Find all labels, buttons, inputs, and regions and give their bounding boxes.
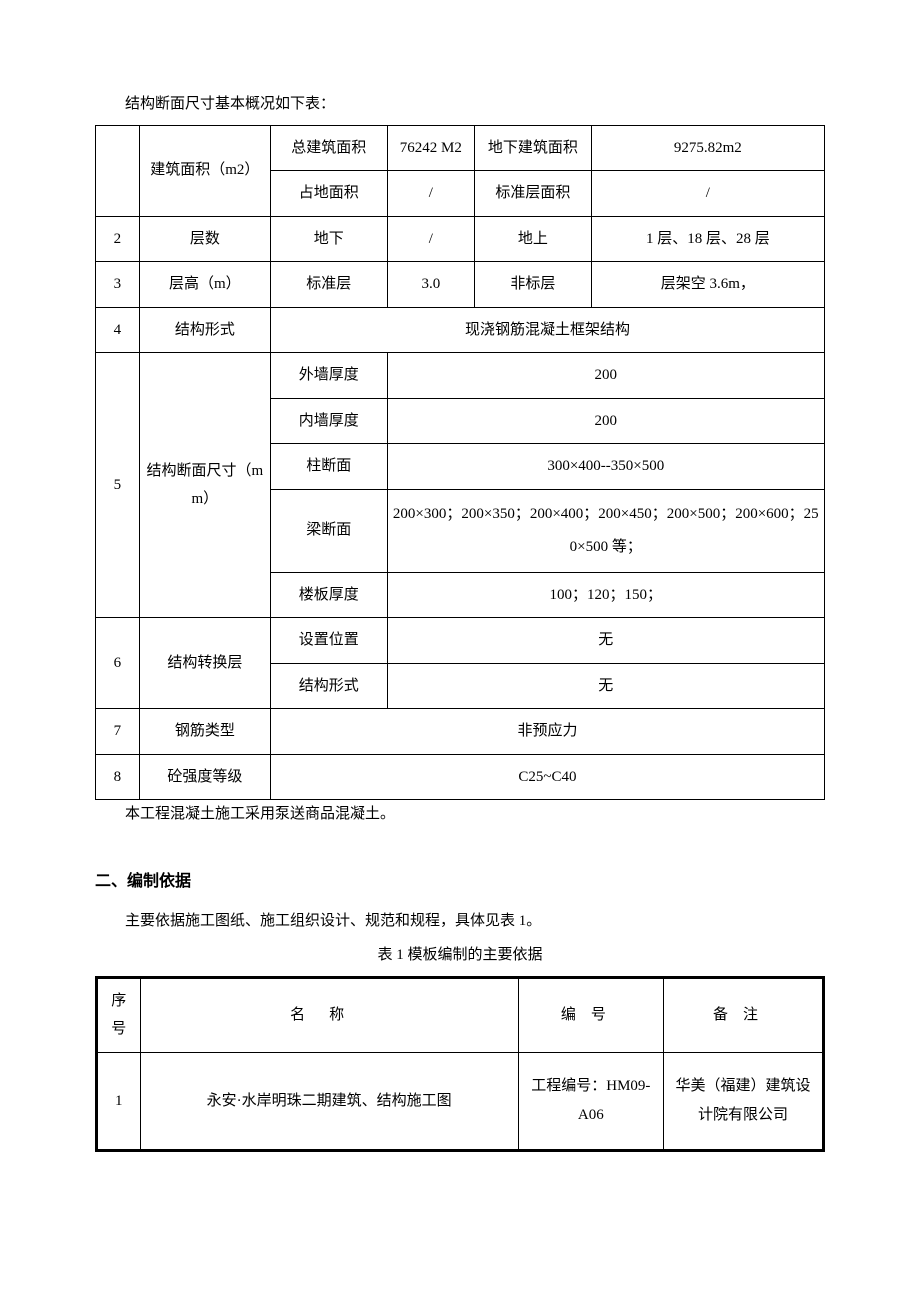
cell: 地下 xyxy=(270,216,387,262)
table-row: 建筑面积（m2） 总建筑面积 76242 M2 地下建筑面积 9275.82m2 xyxy=(96,125,825,171)
table-row: 3 层高（m） 标准层 3.0 非标层 层架空 3.6m， xyxy=(96,262,825,308)
cell: 柱断面 xyxy=(270,444,387,490)
table-row: 8 砼强度等级 C25~C40 xyxy=(96,754,825,800)
cell: 工程编号：HM09-A06 xyxy=(518,1052,663,1150)
table-2-caption: 表 1 模板编制的主要依据 xyxy=(95,941,825,970)
cell: 华美（福建）建筑设计院有限公司 xyxy=(664,1052,824,1150)
cell: 200 xyxy=(387,353,824,399)
cell: 非预应力 xyxy=(270,709,824,755)
cell: 总建筑面积 xyxy=(270,125,387,171)
cell: 设置位置 xyxy=(270,618,387,664)
cell: 标准层面积 xyxy=(475,171,592,217)
cell-idx: 4 xyxy=(96,307,140,353)
cell: 标准层 xyxy=(270,262,387,308)
table-row: 5 结构断面尺寸（mm） 外墙厚度 200 xyxy=(96,353,825,399)
cell-label: 结构形式 xyxy=(139,307,270,353)
cell-label: 砼强度等级 xyxy=(139,754,270,800)
cell: 结构形式 xyxy=(270,663,387,709)
cell-idx: 2 xyxy=(96,216,140,262)
cell: 层架空 3.6m， xyxy=(591,262,824,308)
table-row: 4 结构形式 现浇钢筋混凝土框架结构 xyxy=(96,307,825,353)
cell-idx: 7 xyxy=(96,709,140,755)
cell: 占地面积 xyxy=(270,171,387,217)
cell-label: 层数 xyxy=(139,216,270,262)
cell: 76242 M2 xyxy=(387,125,474,171)
cell-label: 结构转换层 xyxy=(139,618,270,709)
table-row: 2 层数 地下 / 地上 1 层、18 层、28 层 xyxy=(96,216,825,262)
cell: 无 xyxy=(387,663,824,709)
section-2-body: 主要依据施工图纸、施工组织设计、规范和规程，具体见表 1。 xyxy=(95,907,825,936)
cell: 200×300；200×350；200×400；200×450；200×500；… xyxy=(387,489,824,572)
cell: 200 xyxy=(387,398,824,444)
table-row: 1 永安·水岸明珠二期建筑、结构施工图 工程编号：HM09-A06 华美（福建）… xyxy=(97,1052,824,1150)
cell-label: 层高（m） xyxy=(139,262,270,308)
basis-table: 序号 名称 编号 备注 1 永安·水岸明珠二期建筑、结构施工图 工程编号：HM0… xyxy=(95,976,825,1152)
col-header: 序号 xyxy=(97,977,141,1052)
cell: 现浇钢筋混凝土框架结构 xyxy=(270,307,824,353)
cell: 1 层、18 层、28 层 xyxy=(591,216,824,262)
section-2-heading: 二、编制依据 xyxy=(95,867,825,897)
cell: 地上 xyxy=(475,216,592,262)
cell: C25~C40 xyxy=(270,754,824,800)
cell: 100；120；150； xyxy=(387,572,824,618)
table-row: 7 钢筋类型 非预应力 xyxy=(96,709,825,755)
col-header: 编号 xyxy=(518,977,663,1052)
cell: 地下建筑面积 xyxy=(475,125,592,171)
cell: 非标层 xyxy=(475,262,592,308)
structure-summary-table: 建筑面积（m2） 总建筑面积 76242 M2 地下建筑面积 9275.82m2… xyxy=(95,125,825,801)
cell-idx xyxy=(96,125,140,216)
cell-label: 结构断面尺寸（mm） xyxy=(139,353,270,618)
cell: / xyxy=(387,216,474,262)
cell: 无 xyxy=(387,618,824,664)
cell-idx: 5 xyxy=(96,353,140,618)
cell-idx: 3 xyxy=(96,262,140,308)
col-header: 名称 xyxy=(140,977,518,1052)
cell: 9275.82m2 xyxy=(591,125,824,171)
cell: 外墙厚度 xyxy=(270,353,387,399)
after-table-text: 本工程混凝土施工采用泵送商品混凝土。 xyxy=(95,800,825,829)
cell-label: 钢筋类型 xyxy=(139,709,270,755)
intro-text: 结构断面尺寸基本概况如下表： xyxy=(95,90,825,119)
table-row: 6 结构转换层 设置位置 无 xyxy=(96,618,825,664)
cell: / xyxy=(387,171,474,217)
cell-label: 建筑面积（m2） xyxy=(139,125,270,216)
cell-idx: 6 xyxy=(96,618,140,709)
cell: 楼板厚度 xyxy=(270,572,387,618)
col-header: 备注 xyxy=(664,977,824,1052)
cell: 内墙厚度 xyxy=(270,398,387,444)
cell: 3.0 xyxy=(387,262,474,308)
cell: 300×400--350×500 xyxy=(387,444,824,490)
cell-idx: 8 xyxy=(96,754,140,800)
cell: 永安·水岸明珠二期建筑、结构施工图 xyxy=(140,1052,518,1150)
cell: / xyxy=(591,171,824,217)
table-header-row: 序号 名称 编号 备注 xyxy=(97,977,824,1052)
cell-idx: 1 xyxy=(97,1052,141,1150)
cell: 梁断面 xyxy=(270,489,387,572)
